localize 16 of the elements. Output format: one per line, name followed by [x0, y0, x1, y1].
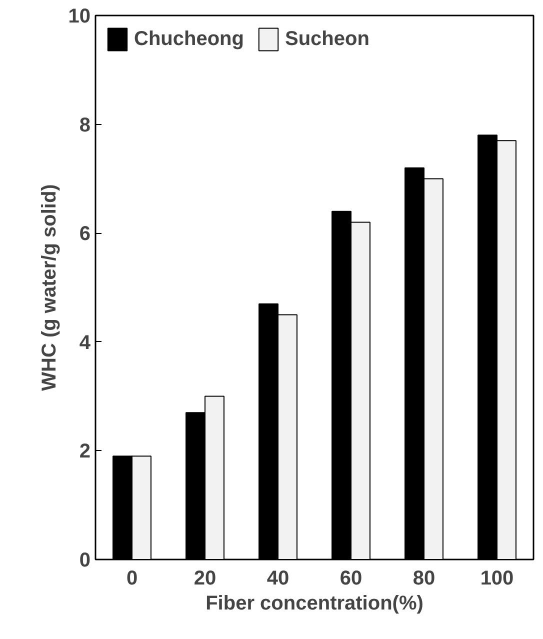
x-tick-label: 100: [480, 568, 514, 590]
y-tick-label: 8: [79, 114, 90, 136]
legend-label: Chucheong: [134, 28, 244, 50]
y-tick-label: 10: [68, 6, 91, 28]
x-axis-title: Fiber concentration(%): [206, 592, 424, 614]
x-tick-label: 20: [194, 568, 216, 590]
y-tick-label: 6: [79, 223, 90, 246]
x-tick-label: 80: [412, 568, 436, 590]
y-tick-label: 2: [79, 440, 90, 463]
y-tick-label: 4: [79, 332, 92, 354]
y-tick-label: 0: [79, 550, 90, 572]
x-tick-label: 0: [126, 568, 138, 590]
legend-label: Sucheon: [285, 28, 370, 50]
x-tick-label: 60: [340, 568, 362, 590]
y-axis-title: WHC (g water/g solid): [38, 184, 60, 391]
x-tick-label: 40: [266, 568, 290, 590]
